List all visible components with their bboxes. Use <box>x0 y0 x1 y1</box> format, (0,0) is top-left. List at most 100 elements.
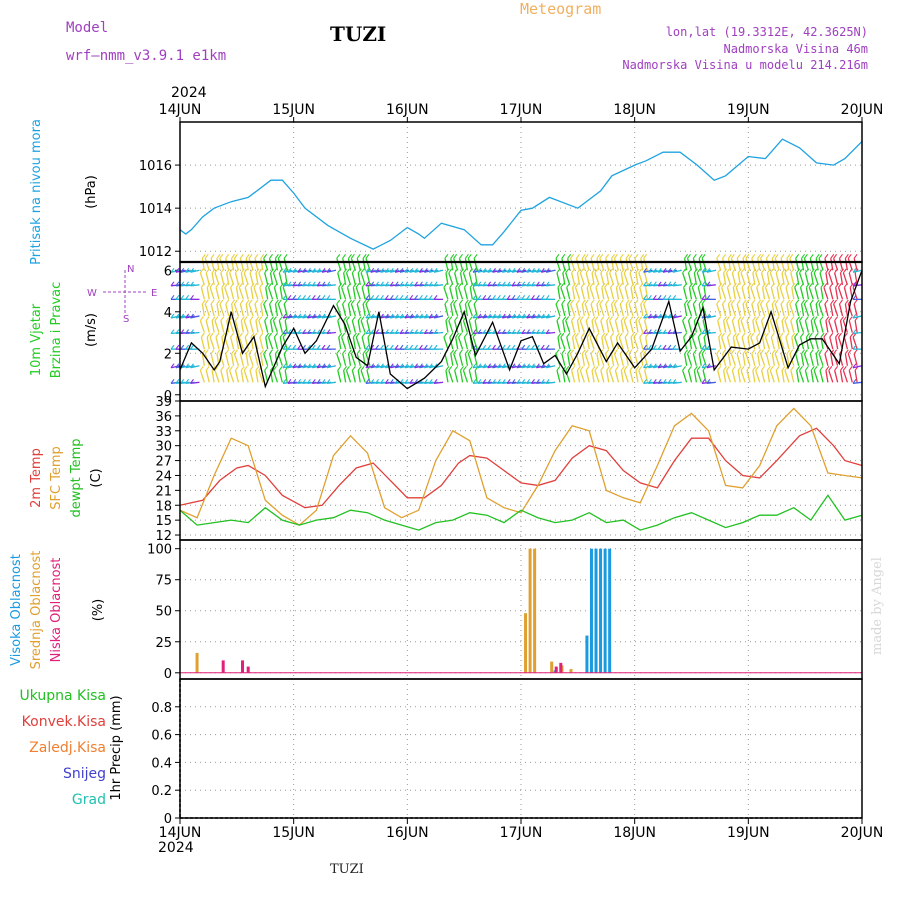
wind-barb <box>835 287 839 300</box>
wind-barb <box>357 272 361 285</box>
wind-barb <box>757 353 761 366</box>
wind-barb <box>764 287 771 300</box>
wind-barb <box>647 295 652 300</box>
wind-barb <box>571 337 576 350</box>
wind-barb <box>842 365 847 371</box>
wind-barb <box>390 365 400 369</box>
wind-barb <box>614 316 619 321</box>
wind-barb <box>433 269 444 273</box>
wind-barb <box>201 253 206 259</box>
wind-barb <box>253 283 258 288</box>
wind-barb <box>526 365 536 369</box>
wind-barb <box>766 299 770 305</box>
wind-barb <box>834 370 839 383</box>
wind-barb <box>428 313 433 319</box>
wind-barb <box>800 303 805 317</box>
wind-barb <box>672 281 677 287</box>
wind-barb <box>757 258 761 271</box>
wind-barb <box>722 299 727 305</box>
wind-barb <box>657 363 662 369</box>
wind-barb <box>540 313 545 319</box>
wind-barb <box>618 287 624 300</box>
wind-barb <box>428 363 433 369</box>
wind-barb <box>742 299 747 305</box>
wind-barb <box>399 295 404 300</box>
wind-barb <box>853 349 858 355</box>
wind-barb <box>214 320 220 333</box>
wind-barb <box>752 316 757 321</box>
wind-barb <box>781 320 785 333</box>
wind-barb <box>838 283 842 288</box>
wind-barb <box>394 315 405 319</box>
wind-barb <box>599 353 605 366</box>
wind-barb <box>321 281 326 287</box>
wind-barb <box>589 336 595 350</box>
wind-barb <box>575 283 579 288</box>
wind-barb <box>264 370 269 383</box>
wind-barb <box>375 378 380 384</box>
wind-barb <box>624 336 629 350</box>
wind-barb <box>809 353 814 366</box>
wind-barb <box>380 267 384 273</box>
wind-barb <box>595 332 600 338</box>
wind-barb <box>210 253 215 259</box>
wind-barb <box>399 313 404 319</box>
wind-barb <box>428 329 433 334</box>
wind-barb <box>842 370 849 383</box>
wind-barb <box>799 287 805 300</box>
wind-barb <box>606 370 610 383</box>
ytick-label: 30 <box>155 440 172 455</box>
wind-barb <box>640 349 645 355</box>
wind-barb <box>696 365 701 371</box>
wind-barb <box>742 253 747 259</box>
wind-barb <box>243 320 249 333</box>
wind-barb <box>601 332 606 338</box>
wind-barb <box>771 253 776 259</box>
wind-barb <box>781 268 786 274</box>
wind-barb <box>610 258 615 271</box>
wind-barb <box>540 295 545 300</box>
wind-barb <box>830 303 834 317</box>
wind-barb <box>269 253 273 259</box>
wind-barb <box>214 370 220 383</box>
wind-barb <box>852 329 857 334</box>
wind-barb <box>326 295 331 300</box>
wind-barb <box>565 272 571 286</box>
wind-barb <box>630 283 635 288</box>
wind-barb <box>467 299 472 305</box>
wind-barb <box>326 329 331 334</box>
wind-barb <box>215 332 220 338</box>
wind-barb <box>706 378 711 384</box>
wind-barb <box>355 332 360 338</box>
wind-barb <box>170 281 175 287</box>
wind-barb <box>467 349 472 355</box>
wind-barb <box>365 281 370 287</box>
wind-barb <box>620 370 624 383</box>
wind-barb <box>692 253 697 259</box>
wind-barb <box>852 313 857 319</box>
wind-barb <box>496 281 501 287</box>
wind-barb <box>584 253 589 259</box>
wind-barb <box>482 365 492 369</box>
wind-barb <box>819 370 824 383</box>
wind-barb <box>852 315 863 319</box>
wind-barb <box>269 272 274 285</box>
wind-barb <box>210 349 215 355</box>
wind-barb <box>840 365 844 371</box>
wind-barb <box>770 332 775 338</box>
wind-barb <box>511 363 516 369</box>
wind-barb <box>648 315 658 319</box>
wind-barb <box>785 332 790 338</box>
wind-barb <box>268 332 272 338</box>
wind-barb <box>312 365 322 369</box>
wind-barb <box>423 267 428 273</box>
wind-barb <box>717 268 722 274</box>
wind-barb <box>672 269 682 273</box>
wind-barb <box>789 258 795 271</box>
wind-barb <box>755 316 760 321</box>
wind-barb <box>433 329 438 334</box>
wind-barb <box>321 363 326 369</box>
wind-barb <box>818 303 824 317</box>
wind-barb <box>464 299 469 305</box>
wind-barb <box>770 287 775 300</box>
